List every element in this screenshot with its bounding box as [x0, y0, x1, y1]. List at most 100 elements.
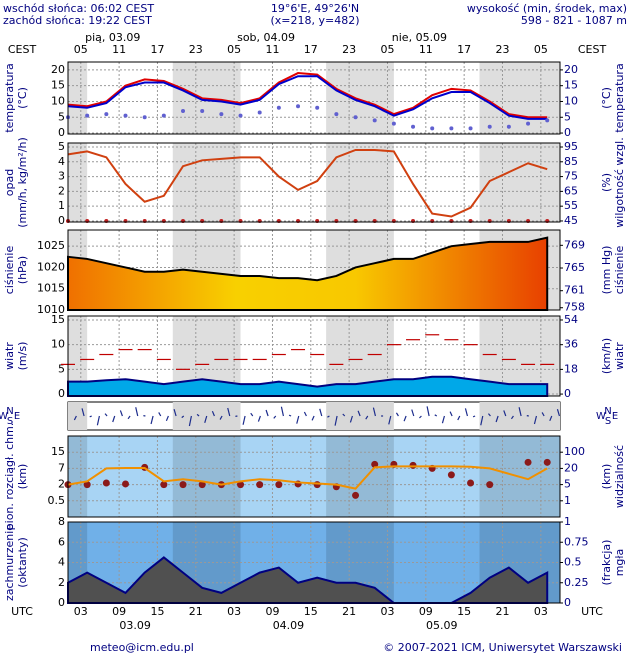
y-axis-label: (m/s) — [16, 342, 29, 371]
data-dot — [181, 109, 185, 113]
data-dot — [180, 481, 187, 488]
wind-arrow — [473, 416, 475, 417]
data-dot — [467, 479, 474, 486]
y2-tick-label: 75 — [564, 170, 578, 183]
data-dot — [85, 114, 89, 118]
data-dot — [334, 112, 338, 116]
y-axis-label: (hPa) — [16, 256, 29, 284]
y2-axis-label: (km) — [600, 464, 613, 490]
y2-tick-label: 0.5 — [564, 556, 582, 569]
y2-tick-label: 761 — [564, 284, 585, 297]
data-dot — [486, 481, 493, 488]
y2-tick-label: 85 — [564, 155, 578, 168]
data-dot — [258, 111, 262, 115]
y2-tick-label: 0 — [564, 126, 571, 139]
data-dot — [448, 471, 455, 478]
y-tick-label: 10 — [51, 338, 65, 351]
bottom-tick-label: 15 — [150, 605, 164, 618]
top-tick-label: 17 — [457, 43, 471, 56]
y-tick-label: 4 — [58, 155, 65, 168]
data-dot — [277, 106, 281, 110]
bottom-tick-label: 09 — [265, 605, 279, 618]
y-tick-label: 15 — [51, 313, 65, 326]
data-dot — [525, 459, 532, 466]
y2-tick-label: 765 — [564, 261, 585, 274]
data-dot — [219, 112, 223, 116]
y2-axis-label: temperatura — [613, 63, 626, 132]
y-tick-label: 1025 — [37, 239, 65, 252]
y-axis-label: temperatura — [3, 63, 16, 132]
y2-axis-label: (frakcja) — [600, 540, 613, 586]
y-tick-label: 0 — [58, 387, 65, 400]
y-tick-label: 5 — [58, 140, 65, 153]
top-tick-label: 23 — [342, 43, 356, 56]
y2-axis-label: ciśnienie — [613, 246, 626, 295]
night-band — [326, 62, 394, 134]
data-dot — [526, 122, 530, 126]
bottom-day-label: 03.09 — [119, 619, 151, 632]
y-tick-label: 20 — [51, 63, 65, 76]
y-axis-label: opad — [3, 169, 16, 196]
y-tick-label: 0.5 — [48, 494, 66, 507]
data-dot — [103, 479, 110, 486]
data-dot — [354, 115, 358, 119]
night-band — [68, 402, 87, 430]
data-dot — [122, 480, 129, 487]
wind-arrow — [289, 415, 291, 416]
data-dot — [143, 115, 147, 119]
bottom-tick-label: 21 — [342, 605, 356, 618]
data-dot — [239, 114, 243, 118]
y2-tick-label: 10 — [564, 94, 578, 107]
wind-arrow — [90, 416, 92, 417]
y2-tick-label: 5 — [564, 478, 571, 491]
data-dot — [449, 126, 453, 130]
y-tick-label: 4 — [58, 556, 65, 569]
compass-letter: E — [14, 411, 20, 422]
bottom-tick-label: 03 — [534, 605, 548, 618]
top-tick-label: 23 — [495, 43, 509, 56]
top-day-label: pią, 03.09 — [85, 31, 140, 44]
data-dot — [411, 125, 415, 129]
night-band — [479, 143, 560, 222]
y2-axis-label: wilgotność wzgl. — [613, 137, 626, 227]
y2-tick-label: 20 — [564, 461, 578, 474]
y2-tick-label: 100 — [564, 445, 585, 458]
y2-tick-label: 0 — [564, 387, 571, 400]
top-tick-label: 05 — [74, 43, 88, 56]
y2-axis-label: widzialność — [613, 445, 626, 508]
email[interactable]: meteo@icm.edu.pl — [90, 641, 194, 654]
night-band — [68, 62, 87, 134]
night-band — [326, 436, 394, 517]
y2-tick-label: 18 — [564, 362, 578, 375]
y2-tick-label: 54 — [564, 313, 578, 326]
bottom-tick-label: 21 — [495, 605, 509, 618]
data-dot — [104, 112, 108, 116]
compass-letter: S — [605, 416, 611, 427]
data-dot — [488, 125, 492, 129]
y-tick-label: 1 — [58, 199, 65, 212]
y2-tick-label: 20 — [564, 63, 578, 76]
y-tick-label: 2 — [58, 184, 65, 197]
night-band — [173, 436, 241, 517]
top-tick-label: 05 — [534, 43, 548, 56]
y-axis-label: (°C) — [16, 87, 29, 109]
data-dot — [507, 125, 511, 129]
data-dot — [469, 126, 473, 130]
bottom-tick-label: 03 — [74, 605, 88, 618]
grid: (x=218, y=482) — [270, 14, 359, 27]
bottom-zone: UTC — [11, 605, 33, 618]
y-axis-label: ciśnienie — [3, 246, 16, 295]
y-tick-label: 6 — [58, 535, 65, 548]
y-tick-label: 2 — [58, 478, 65, 491]
top-tick-label: 05 — [380, 43, 394, 56]
y2-axis-label: (°C) — [600, 87, 613, 109]
night-band — [479, 402, 560, 430]
y-tick-label: 1015 — [37, 282, 65, 295]
data-dot — [545, 118, 549, 122]
y2-tick-label: 0.75 — [564, 535, 589, 548]
y2-tick-label: 45 — [564, 214, 578, 227]
night-band — [173, 143, 241, 222]
top-zone: CEST — [578, 43, 607, 56]
night-band — [68, 436, 87, 517]
